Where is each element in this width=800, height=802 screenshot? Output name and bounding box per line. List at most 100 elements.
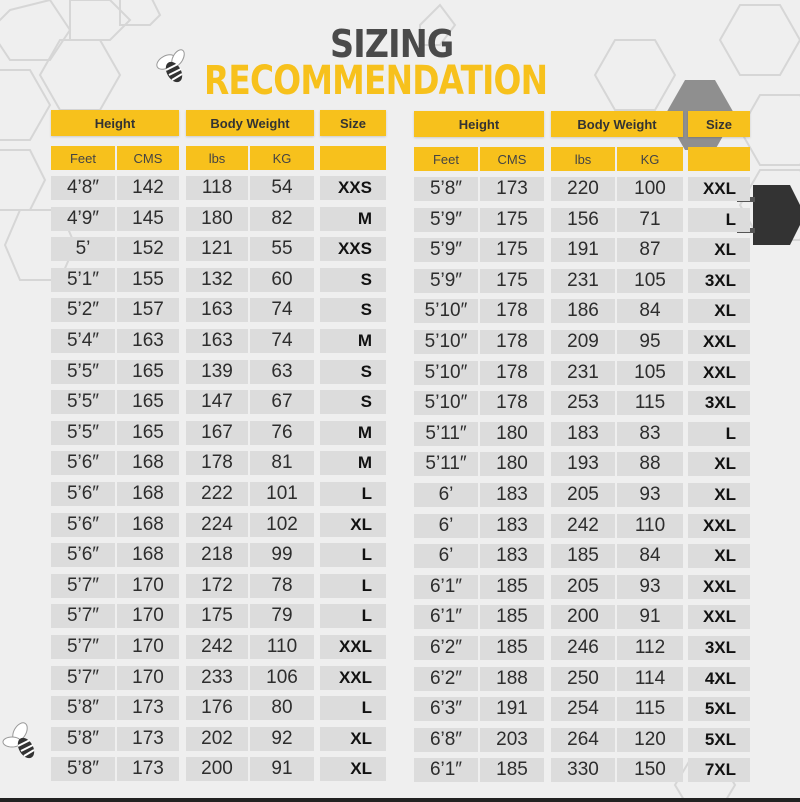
cell-feet: 5’: [51, 237, 115, 262]
cell-feet: 5’5″: [51, 390, 115, 415]
cell-feet: 5’10″: [414, 299, 478, 324]
cell-lbs: 222: [186, 482, 248, 506]
cell-lbs: 246: [551, 636, 615, 660]
cell-feet: 5’1″: [51, 267, 115, 292]
cell-lbs: 156: [551, 207, 615, 232]
cell-kg: 91: [617, 605, 683, 630]
cell-feet: 6’3″: [414, 697, 478, 722]
cell-feet: 6’8″: [414, 727, 478, 752]
cell-lbs: 224: [186, 512, 248, 537]
cell-kg: 83: [617, 421, 683, 446]
cell-kg: 112: [617, 636, 683, 660]
cell-kg: 88: [617, 452, 683, 477]
cell-size: 3XL: [688, 391, 750, 416]
cell-feet: 5’8″: [51, 726, 115, 751]
cell-cms: 185: [480, 605, 544, 630]
cell-lbs: 218: [186, 543, 248, 568]
cell-cms: 165: [117, 359, 179, 384]
cell-kg: 105: [617, 360, 683, 385]
cell-size: M: [320, 206, 386, 231]
title-recommendation: RECOMMENDATION: [204, 58, 548, 104]
cell-lbs: 147: [186, 390, 248, 415]
cell-lbs: 183: [551, 421, 615, 446]
cell-feet: 5’5″: [51, 359, 115, 384]
cell-cms: 170: [117, 573, 179, 598]
cell-kg: 115: [617, 697, 683, 722]
cell-feet: 5’6″: [51, 482, 115, 506]
cell-kg: 74: [250, 329, 314, 353]
cell-lbs: 193: [551, 452, 615, 477]
cell-feet: 6’2″: [414, 666, 478, 691]
cell-kg: 101: [250, 482, 314, 506]
cell-lbs: 233: [186, 665, 248, 690]
cell-cms: 173: [117, 757, 179, 782]
cell-kg: 99: [250, 543, 314, 568]
subheader-lbs: lbs: [186, 146, 248, 170]
cell-feet: 5’10″: [414, 330, 478, 354]
cell-kg: 84: [617, 544, 683, 569]
cell-kg: 100: [617, 177, 683, 201]
cell-kg: 150: [617, 758, 683, 783]
cell-feet: 6’: [414, 483, 478, 507]
cell-cms: 185: [480, 574, 544, 599]
header-height: Height: [414, 111, 544, 137]
cell-feet: 5’8″: [51, 757, 115, 782]
cell-size: 4XL: [688, 666, 750, 691]
cell-size: L: [320, 482, 386, 506]
subheader-cms: CMS: [117, 146, 179, 170]
cell-kg: 54: [250, 176, 314, 200]
cell-kg: 120: [617, 727, 683, 752]
cell-cms: 170: [117, 665, 179, 690]
cell-size: L: [320, 543, 386, 568]
cell-kg: 95: [617, 330, 683, 354]
cell-cms: 191: [480, 697, 544, 722]
bee-icon: [156, 49, 185, 83]
cell-lbs: 264: [551, 727, 615, 752]
cell-lbs: 209: [551, 330, 615, 354]
subheader-size-blank: [688, 147, 750, 171]
cell-cms: 165: [117, 390, 179, 415]
cell-kg: 67: [250, 390, 314, 415]
cell-feet: 4’9″: [51, 206, 115, 231]
cell-size: XL: [688, 299, 750, 324]
header-body-weight: Body Weight: [551, 111, 683, 137]
cell-feet: 6’1″: [414, 758, 478, 783]
cell-cms: 175: [480, 268, 544, 293]
subheader-kg: KG: [617, 147, 683, 171]
cell-feet: 5’7″: [51, 573, 115, 598]
cell-lbs: 330: [551, 758, 615, 783]
cell-cms: 170: [117, 635, 179, 659]
subheader-lbs: lbs: [551, 147, 615, 171]
cell-cms: 168: [117, 512, 179, 537]
cell-cms: 203: [480, 727, 544, 752]
header-size: Size: [688, 111, 750, 137]
cell-feet: 5’7″: [51, 604, 115, 629]
bee-icon: [2, 722, 35, 759]
cell-size: XXL: [320, 635, 386, 659]
cell-lbs: 220: [551, 177, 615, 201]
cell-kg: 102: [250, 512, 314, 537]
cell-cms: 165: [117, 420, 179, 445]
cell-size: S: [320, 359, 386, 384]
cell-kg: 110: [617, 513, 683, 538]
subheader-cms: CMS: [480, 147, 544, 171]
cell-cms: 142: [117, 176, 179, 200]
cell-kg: 74: [250, 298, 314, 323]
cell-kg: 76: [250, 420, 314, 445]
title-sizing: SIZING: [330, 22, 454, 66]
cell-kg: 84: [617, 299, 683, 324]
cell-lbs: 191: [551, 238, 615, 263]
cell-lbs: 163: [186, 329, 248, 353]
cell-size: M: [320, 329, 386, 353]
cell-kg: 79: [250, 604, 314, 629]
cell-feet: 5’11″: [414, 452, 478, 477]
cell-cms: 183: [480, 544, 544, 569]
cell-kg: 63: [250, 359, 314, 384]
cell-feet: 5’9″: [414, 238, 478, 263]
cell-lbs: 242: [551, 513, 615, 538]
cell-size: XXL: [688, 177, 750, 201]
cell-cms: 173: [480, 177, 544, 201]
cell-kg: 115: [617, 391, 683, 416]
subheader-size-blank: [320, 146, 386, 170]
cell-lbs: 253: [551, 391, 615, 416]
